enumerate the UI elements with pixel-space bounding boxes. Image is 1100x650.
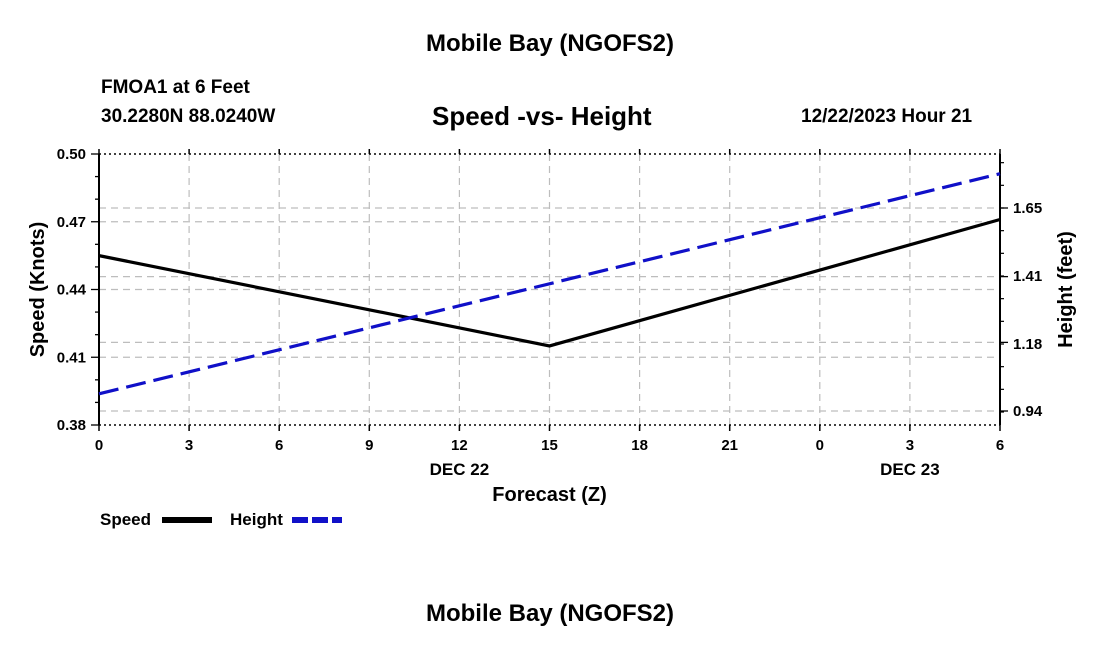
x-tick-label: 0 bbox=[95, 437, 103, 454]
page-title-repeat: Mobile Bay (NGOFS2) bbox=[425, 600, 675, 627]
x-axis-label: Forecast (Z) bbox=[492, 484, 606, 506]
x-tick-label: 3 bbox=[906, 437, 914, 454]
legend-label-speed: Speed bbox=[100, 510, 151, 529]
y-tick-label-left: 0.44 bbox=[57, 282, 87, 299]
x-tick-label: 18 bbox=[631, 437, 648, 454]
chart-subtitle: Speed -vs- Height bbox=[432, 101, 652, 131]
x-tick-label: 12 bbox=[451, 437, 468, 454]
legend-label-height: Height bbox=[230, 510, 283, 529]
x-tick-label: 0 bbox=[816, 437, 824, 454]
y-tick-label-right: 1.65 bbox=[1013, 200, 1042, 217]
y-tick-label-right: 1.41 bbox=[1013, 268, 1042, 285]
x-tick-label: 6 bbox=[996, 437, 1004, 454]
y-tick-label-left: 0.38 bbox=[57, 417, 86, 434]
coordinates-label: 30.2280N 88.0240W bbox=[101, 106, 276, 127]
x-tick-label: 21 bbox=[721, 437, 738, 454]
date-label: DEC 23 bbox=[880, 460, 940, 479]
forecast-datetime: 12/22/2023 Hour 21 bbox=[801, 106, 973, 127]
y-axis-label-right: Height (feet) bbox=[1055, 231, 1077, 348]
y-tick-label-left: 0.47 bbox=[57, 214, 86, 231]
x-tick-label: 6 bbox=[275, 437, 283, 454]
y-tick-label-right: 1.18 bbox=[1013, 336, 1042, 353]
page-title: Mobile Bay (NGOFS2) bbox=[425, 30, 675, 57]
y-axis-label-left: Speed (Knots) bbox=[27, 222, 49, 358]
x-tick-label: 15 bbox=[541, 437, 558, 454]
x-tick-label: 9 bbox=[365, 437, 373, 454]
y-tick-label-right: 0.94 bbox=[1013, 403, 1043, 420]
x-tick-label: 3 bbox=[185, 437, 193, 454]
y-tick-label-left: 0.50 bbox=[57, 146, 86, 163]
speed-series-line bbox=[98, 217, 1001, 348]
height-series-line bbox=[98, 172, 1001, 396]
speed-height-chart: 0 3 6 9 12 15 18 21 0 3 6 DEC 22 DEC 23 Forecast (Z) 0… bbox=[27, 146, 1077, 529]
station-label: FMOA1 at 6 Feet bbox=[101, 77, 250, 98]
y-tick-label-left: 0.41 bbox=[57, 349, 86, 366]
date-label: DEC 22 bbox=[430, 460, 490, 479]
